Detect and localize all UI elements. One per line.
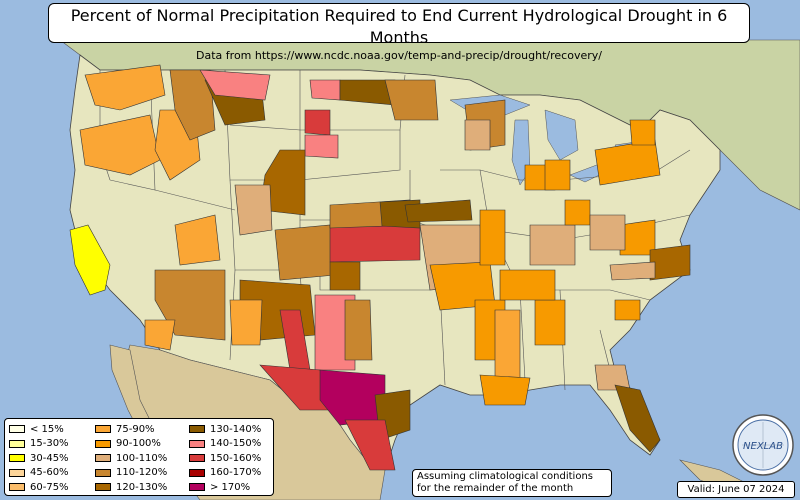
page-title: Percent of Normal Precipitation Required… bbox=[70, 6, 728, 47]
legend-label: 150-160% bbox=[210, 452, 262, 464]
legend-column-2: 75-90% 90-100% 100-110% 110-120% 120-130… bbox=[95, 422, 167, 495]
legend-swatch bbox=[95, 439, 111, 448]
region-kansas bbox=[329, 224, 421, 263]
legend-label: 140-150% bbox=[210, 438, 262, 450]
legend-swatch bbox=[9, 468, 25, 477]
legend-item: 150-160% bbox=[189, 451, 261, 466]
region-ontario-lakes bbox=[464, 119, 491, 151]
logo-text: NEXLAB bbox=[743, 441, 783, 452]
region-michigan bbox=[544, 159, 571, 191]
legend-swatch bbox=[189, 425, 205, 434]
region-gulf-coast bbox=[479, 374, 531, 406]
legend-item: > 170% bbox=[189, 480, 261, 495]
legend-label: 45-60% bbox=[30, 467, 69, 479]
legend-swatch bbox=[95, 454, 111, 463]
valid-date: Valid: June 07 2024 bbox=[677, 481, 795, 498]
lake-huron bbox=[544, 109, 579, 161]
legend-item: 110-120% bbox=[95, 466, 167, 481]
legend-swatch bbox=[95, 483, 111, 492]
region-nd-north bbox=[309, 79, 341, 101]
region-nm-southwest bbox=[229, 299, 263, 346]
legend: < 15% 15-30% 30-45% 45-60% 60-75% 75-90%… bbox=[4, 418, 274, 496]
page-subtitle: Data from https://www.ncdc.noaa.gov/temp… bbox=[196, 49, 602, 62]
legend-item: 15-30% bbox=[9, 437, 69, 452]
legend-label: 100-110% bbox=[116, 452, 168, 464]
legend-item: 100-110% bbox=[95, 451, 167, 466]
legend-item: 90-100% bbox=[95, 437, 167, 452]
region-colorado-central bbox=[274, 224, 336, 281]
legend-swatch bbox=[189, 439, 205, 448]
assumption-note: Assuming climatological conditions for t… bbox=[412, 469, 612, 497]
legend-label: 75-90% bbox=[116, 423, 155, 435]
region-oregon bbox=[79, 114, 161, 176]
legend-item: < 15% bbox=[9, 422, 69, 437]
legend-swatch bbox=[189, 454, 205, 463]
region-minnesota bbox=[384, 79, 439, 121]
region-georgia-coast bbox=[594, 364, 631, 391]
legend-label: 30-45% bbox=[30, 452, 69, 464]
region-nevada-east bbox=[174, 214, 221, 266]
region-iowa bbox=[404, 199, 473, 223]
region-florida bbox=[614, 384, 661, 453]
note-line-1: Assuming climatological conditions bbox=[417, 471, 593, 482]
region-kentucky bbox=[529, 224, 576, 266]
note-line-2: for the remainder of the month bbox=[417, 483, 574, 494]
legend-item: 60-75% bbox=[9, 480, 69, 495]
legend-label: 60-75% bbox=[30, 481, 69, 493]
legend-swatch bbox=[9, 454, 25, 463]
legend-item: 140-150% bbox=[189, 437, 261, 452]
legend-label: 15-30% bbox=[30, 438, 69, 450]
legend-label: 120-130% bbox=[116, 481, 168, 493]
legend-swatch bbox=[95, 468, 111, 477]
drought-regions bbox=[69, 64, 691, 471]
legend-swatch bbox=[9, 425, 25, 434]
region-tennessee bbox=[499, 269, 556, 301]
legend-column-1: < 15% 15-30% 30-45% 45-60% 60-75% bbox=[9, 422, 69, 495]
legend-item: 30-45% bbox=[9, 451, 69, 466]
legend-swatch bbox=[189, 483, 205, 492]
legend-label: < 15% bbox=[30, 423, 64, 435]
legend-swatch bbox=[189, 468, 205, 477]
region-utah bbox=[234, 184, 273, 236]
region-montana-north bbox=[199, 69, 271, 101]
region-ny bbox=[629, 119, 656, 146]
title-box: Percent of Normal Precipitation Required… bbox=[48, 3, 750, 62]
region-texas-south bbox=[344, 419, 396, 471]
legend-swatch bbox=[9, 483, 25, 492]
legend-swatch bbox=[9, 439, 25, 448]
region-ok-east bbox=[344, 299, 373, 361]
legend-item: 75-90% bbox=[95, 422, 167, 437]
region-illinois bbox=[479, 209, 506, 266]
region-washington bbox=[84, 64, 166, 111]
legend-label: 130-140% bbox=[210, 423, 262, 435]
legend-item: 120-130% bbox=[95, 480, 167, 495]
nexlab-logo: NEXLAB bbox=[732, 414, 794, 476]
region-california-central bbox=[69, 224, 111, 296]
region-sc bbox=[614, 299, 641, 321]
region-sd-south bbox=[304, 134, 339, 159]
legend-label: 160-170% bbox=[210, 467, 262, 479]
region-sd-west bbox=[304, 109, 331, 136]
legend-item: 130-140% bbox=[189, 422, 261, 437]
region-ohio bbox=[564, 199, 591, 226]
legend-label: 90-100% bbox=[116, 438, 161, 450]
region-nc bbox=[649, 244, 691, 281]
legend-item: 160-170% bbox=[189, 466, 261, 481]
legend-item: 45-60% bbox=[9, 466, 69, 481]
legend-swatch bbox=[95, 425, 111, 434]
legend-column-3: 130-140% 140-150% 150-160% 160-170% > 17… bbox=[189, 422, 261, 495]
region-virginia-west bbox=[589, 214, 626, 251]
legend-label: 110-120% bbox=[116, 467, 168, 479]
region-nc-west bbox=[609, 261, 656, 281]
legend-label: > 170% bbox=[210, 481, 251, 493]
region-arizona-south bbox=[144, 319, 176, 351]
region-kansas-west bbox=[329, 261, 361, 291]
region-wyoming-colorado bbox=[259, 149, 306, 216]
region-alabama bbox=[534, 299, 566, 346]
